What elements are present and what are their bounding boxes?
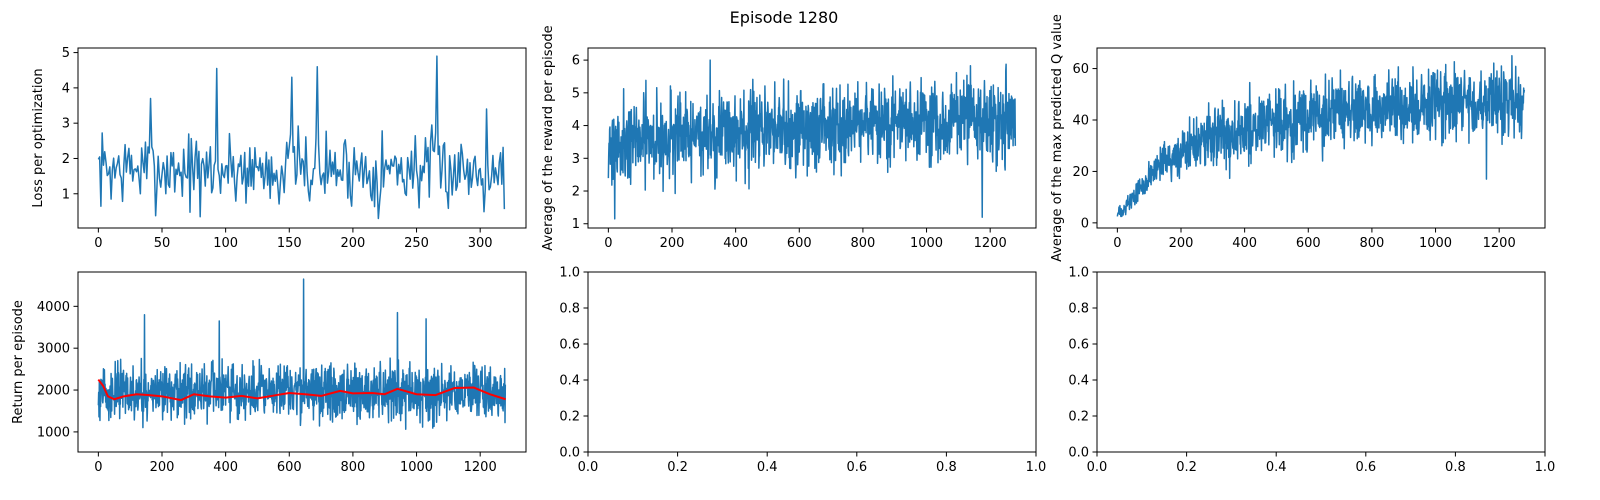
- x-tick-label: 0.2: [1176, 460, 1197, 475]
- x-tick-label: 200: [340, 236, 365, 251]
- x-tick-label: 1000: [400, 460, 433, 475]
- axes-frame: [77, 271, 527, 453]
- y-tick-label: 1.0: [559, 266, 580, 281]
- y-tick-label: 0.2: [1068, 410, 1089, 425]
- y-tick-label: 6: [572, 54, 580, 69]
- x-tick-label: 800: [340, 460, 365, 475]
- axes-reward: 0 200 400 600 800 1000 1200 1 2 3 4 5 6 Average of th…: [541, 25, 1037, 251]
- x-tick-label: 1.0: [1026, 460, 1047, 475]
- x-tick-label: 0: [94, 236, 102, 251]
- y-tick-label: 4: [62, 81, 70, 96]
- series-line-loss: [97, 55, 506, 220]
- axes-frame: [587, 47, 1037, 229]
- x-tick-label: 50: [154, 236, 171, 251]
- x-tick-label: 1200: [464, 460, 497, 475]
- y-tick-label: 0.4: [1068, 374, 1089, 389]
- y-tick-label: 40: [1072, 114, 1089, 129]
- x-tick-label: 0.2: [667, 460, 688, 475]
- y-tick-label: 2: [62, 152, 70, 167]
- x-tick-label: 0: [94, 460, 102, 475]
- x-tick-label: 150: [277, 236, 302, 251]
- x-tick-label: 0: [604, 236, 612, 251]
- y-tick-label: 1000: [37, 425, 70, 440]
- y-tick-label: 2000: [37, 384, 70, 399]
- x-tick-label: 800: [1359, 236, 1384, 251]
- x-tick-label: 0.4: [757, 460, 778, 475]
- y-tick-label: 0.0: [1068, 446, 1089, 461]
- x-tick-label: 200: [1169, 236, 1194, 251]
- y-tick-label: 5: [572, 86, 580, 101]
- y-tick-label: 60: [1072, 62, 1089, 77]
- y-tick-label: 0.0: [559, 446, 580, 461]
- y-tick-label: 1: [572, 217, 580, 232]
- y-tick-label: 4: [572, 119, 580, 134]
- x-tick-label: 400: [723, 236, 748, 251]
- y-tick-label: 0.2: [559, 410, 580, 425]
- series-line-return-smoothed: [97, 378, 506, 402]
- y-tick-label: 0: [1081, 216, 1089, 231]
- axes-empty1: 0.0 0.2 0.4 0.6 0.8 1.0 0.0 0.2 0.4 0.6 0.8 1.0: [559, 266, 1046, 476]
- x-tick-label: 0.6: [1355, 460, 1376, 475]
- series-line-qvalue: [1116, 54, 1526, 218]
- y-tick-label: 0.6: [559, 338, 580, 353]
- y-tick-label: 0.8: [559, 302, 580, 317]
- axes-frame: [587, 271, 1037, 453]
- axes-frame: [1096, 271, 1546, 453]
- axes-frame: [77, 47, 527, 229]
- x-tick-label: 0: [1113, 236, 1121, 251]
- y-tick-label: 2: [572, 185, 580, 200]
- y-axis-label: Average of the max predicted Q value: [1050, 14, 1065, 262]
- x-tick-label: 0.0: [1087, 460, 1108, 475]
- x-tick-label: 400: [1232, 236, 1257, 251]
- axes-loss: 0 50 100 150 200 250 300 1 2 3 4 5 Loss per optimiza…: [31, 46, 527, 251]
- x-tick-label: 300: [468, 236, 493, 251]
- x-tick-label: 0.6: [846, 460, 867, 475]
- x-tick-label: 400: [213, 460, 238, 475]
- x-tick-label: 0.0: [578, 460, 599, 475]
- y-tick-label: 1.0: [1068, 266, 1089, 281]
- y-tick-label: 20: [1072, 165, 1089, 180]
- series-line-reward: [607, 59, 1017, 220]
- y-tick-label: 0.8: [1068, 302, 1089, 317]
- x-tick-label: 600: [787, 236, 812, 251]
- axes-qvalue: 0 200 400 600 800 1000 1200 0 20 40 60 Average of t…: [1050, 14, 1546, 262]
- y-tick-label: 3: [62, 117, 70, 132]
- y-tick-label: 0.4: [559, 374, 580, 389]
- x-tick-label: 0.8: [1445, 460, 1466, 475]
- figure-title: Episode 1280: [730, 8, 839, 27]
- x-tick-label: 1200: [1483, 236, 1516, 251]
- y-tick-label: 4000: [37, 300, 70, 315]
- x-tick-label: 0.8: [936, 460, 957, 475]
- axes-frame: [1096, 47, 1546, 229]
- axes-return: 0 200 400 600 800 1000 1200 1000 2000 3000 4000 Ret…: [11, 271, 527, 475]
- y-tick-label: 3000: [37, 342, 70, 357]
- x-tick-label: 600: [1296, 236, 1321, 251]
- y-axis-label: Return per episode: [11, 300, 26, 424]
- x-tick-label: 1200: [974, 236, 1007, 251]
- x-tick-label: 200: [660, 236, 685, 251]
- x-tick-label: 250: [404, 236, 429, 251]
- y-tick-label: 5: [62, 46, 70, 61]
- axes-empty2: 0.0 0.2 0.4 0.6 0.8 1.0 0.0 0.2 0.4 0.6 0.8 1.0: [1068, 266, 1555, 476]
- series-line-return: [97, 278, 507, 431]
- y-axis-label: Loss per optimization: [31, 68, 46, 207]
- x-tick-label: 0.4: [1266, 460, 1287, 475]
- x-tick-label: 800: [850, 236, 875, 251]
- x-tick-label: 200: [150, 460, 175, 475]
- x-tick-label: 1.0: [1535, 460, 1556, 475]
- y-tick-label: 1: [62, 187, 70, 202]
- x-tick-label: 600: [277, 460, 302, 475]
- y-axis-label: Average of the reward per episode: [541, 25, 556, 250]
- x-tick-label: 100: [213, 236, 238, 251]
- x-tick-label: 1000: [1419, 236, 1452, 251]
- x-tick-label: 1000: [910, 236, 943, 251]
- y-tick-label: 3: [572, 152, 580, 167]
- y-tick-label: 0.6: [1068, 338, 1089, 353]
